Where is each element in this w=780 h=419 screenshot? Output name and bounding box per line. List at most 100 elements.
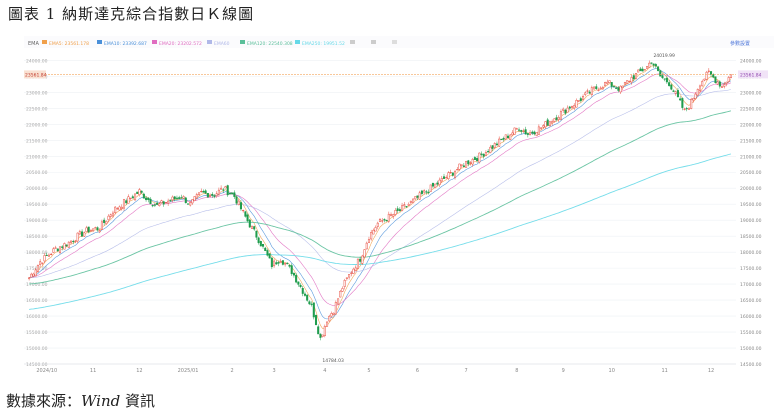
y-tick-label-left: 20500.00 [26, 170, 48, 176]
legend-swatch [207, 40, 212, 44]
candle-body [612, 86, 615, 88]
y-tick-label: 21000.00 [740, 154, 762, 160]
candle-body [277, 262, 280, 264]
candle-body [200, 191, 203, 193]
candle-body [160, 200, 163, 203]
candle-body [182, 196, 185, 199]
candle-body [685, 108, 688, 110]
candle-body [354, 267, 357, 271]
last-close-label-right: 23561.84 [740, 72, 762, 78]
candle-body [467, 160, 470, 165]
legend-settings-label[interactable]: 參數設置 [730, 40, 750, 47]
candle-body [352, 268, 355, 274]
candle-body [674, 91, 677, 94]
candle-body [100, 221, 103, 230]
candle-body [562, 108, 565, 111]
candle-body [456, 169, 459, 171]
candle-body [721, 85, 724, 88]
candle-body [586, 90, 589, 92]
candle-body [374, 227, 377, 232]
candle-body [394, 210, 397, 215]
candle-body [195, 194, 198, 199]
candle-body [462, 165, 465, 167]
extreme-annotation: 24019.99 [653, 53, 675, 59]
candle-body [493, 143, 496, 148]
candle-body [266, 250, 269, 256]
candle-body [681, 98, 684, 108]
candle-body [555, 117, 558, 120]
candle-body [138, 189, 141, 196]
candle-body [120, 206, 123, 210]
candle-body [299, 284, 302, 287]
candle-body [339, 290, 342, 298]
candle-body [445, 177, 448, 179]
legend-swatch [97, 40, 102, 44]
candle-body [259, 241, 262, 247]
candle-body [515, 128, 518, 130]
y-tick-label: 15500.00 [740, 330, 762, 336]
candle-body [608, 80, 611, 83]
candle-body [314, 314, 318, 326]
candle-body [61, 246, 64, 248]
y-tick-label-left: 14500.00 [26, 362, 48, 368]
candle-body [451, 172, 454, 176]
candle-body [164, 202, 167, 204]
y-tick-label: 14500.00 [740, 362, 762, 368]
candle-body [74, 240, 77, 242]
candle-body [85, 227, 88, 232]
candle-body [381, 220, 384, 222]
candle-body [524, 129, 527, 135]
y-tick-label-left: 16000.00 [26, 314, 48, 320]
y-tick-label: 16000.00 [740, 314, 762, 320]
candle-body [407, 203, 410, 206]
candle-body [683, 108, 686, 110]
candle-body [376, 222, 379, 227]
candle-body [537, 126, 540, 135]
candle-body [328, 315, 331, 322]
candle-body [326, 321, 329, 327]
candle-body [235, 196, 238, 204]
candle-body [473, 157, 476, 160]
candle-body [385, 220, 388, 222]
candle-body [198, 192, 201, 195]
candle-body [579, 98, 582, 101]
candle-body [546, 119, 549, 126]
candle-body [246, 214, 249, 222]
candle-body [367, 239, 370, 243]
candle-body [184, 197, 187, 204]
candle-body [295, 274, 298, 283]
candle-body [657, 66, 660, 71]
x-tick-label: 12 [136, 368, 142, 374]
candle-body [332, 312, 335, 315]
candle-body [568, 106, 571, 109]
candle-body [469, 162, 472, 164]
candle-body [87, 226, 90, 233]
candle-body [604, 82, 607, 87]
candle-body [131, 196, 134, 199]
candle-body [416, 195, 419, 198]
candle-body [582, 95, 585, 100]
candle-body [573, 105, 576, 109]
candle-body [606, 81, 609, 84]
candle-body [500, 138, 503, 140]
candle-body [345, 277, 348, 279]
legend-item-label: EMA60 [214, 41, 230, 47]
candle-body [668, 82, 671, 86]
candle-body [363, 249, 366, 258]
candle-body [648, 62, 651, 68]
candle-body [529, 132, 532, 135]
candle-body [590, 87, 593, 95]
candle-body [136, 191, 139, 194]
candle-body [273, 260, 276, 267]
candle-body [343, 280, 346, 287]
candle-body [242, 209, 245, 212]
candle-body [703, 78, 706, 81]
candle-body [597, 89, 600, 91]
candle-body [142, 193, 145, 199]
candle-body [504, 134, 507, 140]
candle-body [58, 246, 62, 253]
candle-body [32, 273, 35, 277]
candle-body [718, 81, 721, 87]
candle-body [30, 273, 33, 278]
legend-swatch [371, 40, 376, 44]
